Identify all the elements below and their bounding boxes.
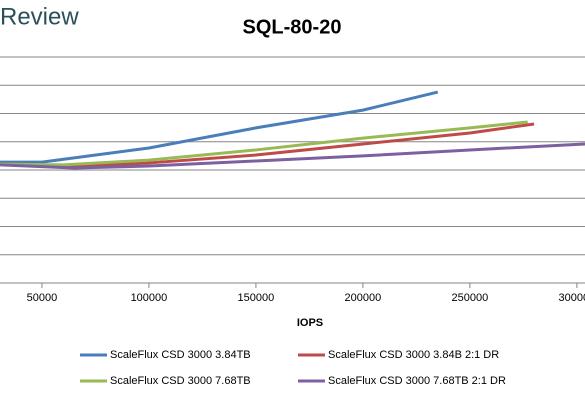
series-line [0,90,439,164]
legend-label: ScaleFlux CSD 3000 7.68TB 2:1 DR [328,375,506,387]
x-axis-label: IOPS [297,317,323,329]
x-tick-label: 150000 [238,292,275,304]
x-tick-label: 300000 [559,292,585,304]
x-tick-label: 200000 [345,292,382,304]
x-tick-label: 50000 [27,292,58,304]
x-tick-label: 100000 [131,292,168,304]
legend-label: ScaleFlux CSD 3000 3.84B 2:1 DR [328,349,499,361]
legend-label: ScaleFlux CSD 3000 3.84TB [110,349,251,361]
legend-label: ScaleFlux CSD 3000 7.68TB [110,375,251,387]
brand: Review [0,3,79,30]
series-line [0,142,585,170]
series-line [0,120,528,167]
x-tick-label: 250000 [452,292,489,304]
chart-title: SQL-80-20 [243,16,342,38]
